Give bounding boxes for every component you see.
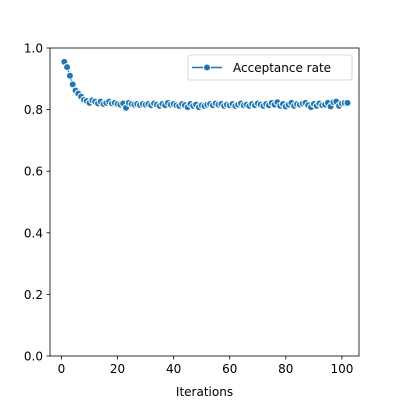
x-tick-label: 60 xyxy=(222,362,237,376)
legend-label: Acceptance rate xyxy=(233,61,331,75)
y-tick-label: 0.4 xyxy=(24,226,43,240)
data-point xyxy=(343,98,352,107)
x-tick-label: 100 xyxy=(330,362,353,376)
y-tick-label: 0.6 xyxy=(24,165,43,179)
data-point xyxy=(65,71,74,80)
legend: Acceptance rate xyxy=(187,54,353,81)
y-tick-label: 0.0 xyxy=(24,350,43,364)
x-tick-label: 40 xyxy=(166,362,181,376)
y-tick-label: 0.2 xyxy=(24,288,43,302)
x-tick-label: 0 xyxy=(58,362,66,376)
x-axis-label: Iterations xyxy=(176,385,233,399)
data-point xyxy=(63,63,72,72)
plot-area-frame xyxy=(49,47,360,357)
x-tick-label: 20 xyxy=(110,362,125,376)
series-layer xyxy=(60,57,352,112)
legend-marker-sample xyxy=(203,63,211,72)
x-axis: 0 20 40 60 80 100 xyxy=(58,356,353,376)
y-tick-label: 0.8 xyxy=(24,103,43,117)
x-tick-label: 80 xyxy=(278,362,293,376)
legend-box xyxy=(187,54,353,81)
y-tick-label: 1.0 xyxy=(24,42,43,56)
y-axis: 0.0 0.2 0.4 0.6 0.8 1.0 xyxy=(24,42,50,364)
